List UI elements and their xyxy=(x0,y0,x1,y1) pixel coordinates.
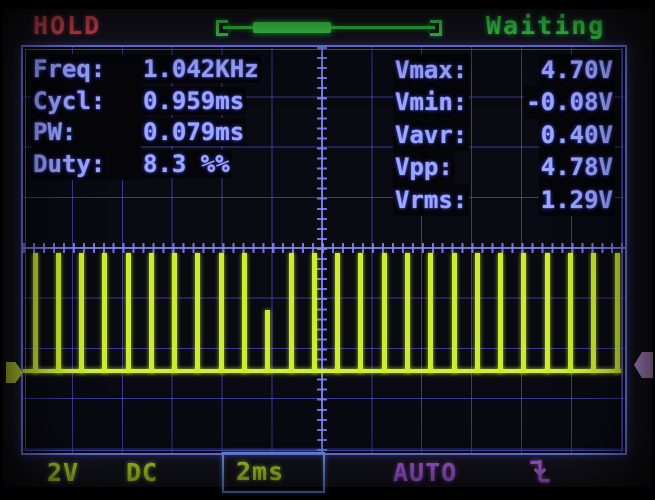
center-horizontal-axis xyxy=(23,247,625,249)
pulse xyxy=(288,253,294,373)
falling-edge-arrow-icon[interactable] xyxy=(527,456,553,490)
pulse xyxy=(474,253,480,373)
measurement-label: Duty: xyxy=(31,148,141,180)
pulse xyxy=(381,253,387,373)
pulse xyxy=(79,253,85,373)
measurement-row: PW: 0.079ms xyxy=(31,117,261,149)
pulse xyxy=(311,253,317,373)
slider-right-bracket-icon xyxy=(430,20,442,36)
measurement-row: Vmax: 4.70V xyxy=(393,54,615,87)
pulse xyxy=(591,253,597,373)
pulse xyxy=(521,253,527,373)
measurement-value: 1.042KHz xyxy=(141,55,261,83)
measurements-time-panel: Freq: 1.042KHz Cycl: 0.959ms PW: 0.079ms Du… xyxy=(31,54,261,180)
slider-left-bracket-icon xyxy=(216,20,228,36)
pulse xyxy=(102,253,108,373)
pulse xyxy=(148,253,154,373)
trigger-level-marker[interactable] xyxy=(634,352,653,378)
pulse xyxy=(218,253,224,373)
measurement-value: 8.3 %% xyxy=(141,149,232,178)
measurement-value: 4.70V xyxy=(538,54,615,87)
waveform-baseline xyxy=(23,369,621,373)
measurement-value: 4.78V xyxy=(538,151,615,184)
measurement-label: Vmin: xyxy=(393,86,470,119)
slider-window-handle[interactable] xyxy=(253,22,331,33)
measurement-row: Duty: 8.3 %% xyxy=(31,148,261,180)
timebase-control-selected[interactable]: 2ms xyxy=(222,452,325,493)
volts-per-div-control[interactable]: 2V xyxy=(47,458,80,487)
pulse xyxy=(498,253,504,373)
pulse xyxy=(358,253,364,373)
pulse xyxy=(451,253,457,373)
measurement-row: Vrms: 1.29V xyxy=(393,183,615,217)
measurement-label: Vpp: xyxy=(393,151,455,184)
measurement-label: Freq: xyxy=(31,54,141,86)
coupling-control[interactable]: DC xyxy=(126,458,159,487)
measurement-row: Vavr: 0.40V xyxy=(393,118,615,152)
measurement-value: 0.959ms xyxy=(141,86,247,115)
measurement-value: -0.08V xyxy=(524,86,615,119)
measurement-value: 0.079ms xyxy=(141,118,247,146)
measurement-label: Vavr: xyxy=(393,118,470,152)
runt-pulse xyxy=(265,310,271,373)
waveform xyxy=(23,47,625,453)
pulse xyxy=(567,253,573,373)
buffer-position-slider[interactable] xyxy=(216,19,442,37)
measurement-label: Vmax: xyxy=(393,54,470,87)
pulse xyxy=(242,253,248,373)
measurement-value: 1.29V xyxy=(538,183,615,217)
pulse xyxy=(335,253,341,373)
measurement-row: Vpp: 4.78V xyxy=(393,151,615,184)
measurement-row: Freq: 1.042KHz xyxy=(31,54,261,86)
pulse xyxy=(195,253,201,373)
pulse xyxy=(614,253,620,373)
scope-display: Freq: 1.042KHz Cycl: 0.959ms PW: 0.079ms Du… xyxy=(21,45,627,455)
trigger-status: Waiting xyxy=(486,11,606,40)
measurement-label: Cycl: xyxy=(31,85,141,117)
ground-level-marker[interactable] xyxy=(6,362,23,383)
measurement-label: PW: xyxy=(31,117,141,149)
measurements-voltage-panel: Vmax: 4.70V Vmin: -0.08V Vavr: 0.40V Vpp: 4.… xyxy=(393,54,615,217)
timebase-value: 2ms xyxy=(236,457,285,486)
trigger-mode-control[interactable]: AUTO xyxy=(393,458,458,487)
measurement-row: Cycl: 0.959ms xyxy=(31,85,261,117)
pulse xyxy=(125,253,131,373)
measurement-value: 0.40V xyxy=(538,118,615,152)
pulse xyxy=(32,253,38,373)
pulse xyxy=(428,253,434,373)
pulse xyxy=(172,253,178,373)
pulse xyxy=(404,253,410,373)
pulse xyxy=(55,253,61,373)
pulse xyxy=(544,253,550,373)
hold-status: HOLD xyxy=(33,11,102,40)
measurement-row: Vmin: -0.08V xyxy=(393,86,615,119)
measurement-label: Vrms: xyxy=(393,183,470,217)
